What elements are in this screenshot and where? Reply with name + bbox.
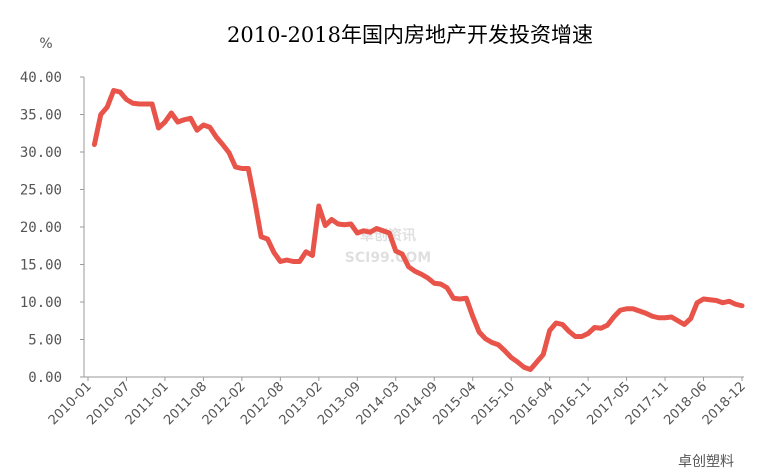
chart-title: 2010-2018年国内房地产开发投资增速: [227, 23, 593, 47]
y-tick-label: 35.00: [20, 108, 62, 124]
y-tick-label: 25.00: [20, 183, 62, 199]
x-tick-label: 2018-12: [700, 379, 749, 428]
y-tick-label: 5.00: [28, 333, 62, 349]
watermark-sub: SCI99.COM: [345, 250, 431, 266]
y-tick-label: 0.00: [28, 370, 62, 386]
y-tick-label: 30.00: [20, 145, 62, 161]
y-unit: %: [39, 36, 52, 52]
logo-text: 卓创塑料: [678, 454, 734, 470]
y-tick-label: 20.00: [20, 220, 62, 236]
series-line: [91, 88, 745, 372]
y-tick-label: 15.00: [20, 258, 62, 274]
y-tick-label: 40.00: [20, 70, 62, 86]
y-tick-label: 10.00: [20, 295, 62, 311]
